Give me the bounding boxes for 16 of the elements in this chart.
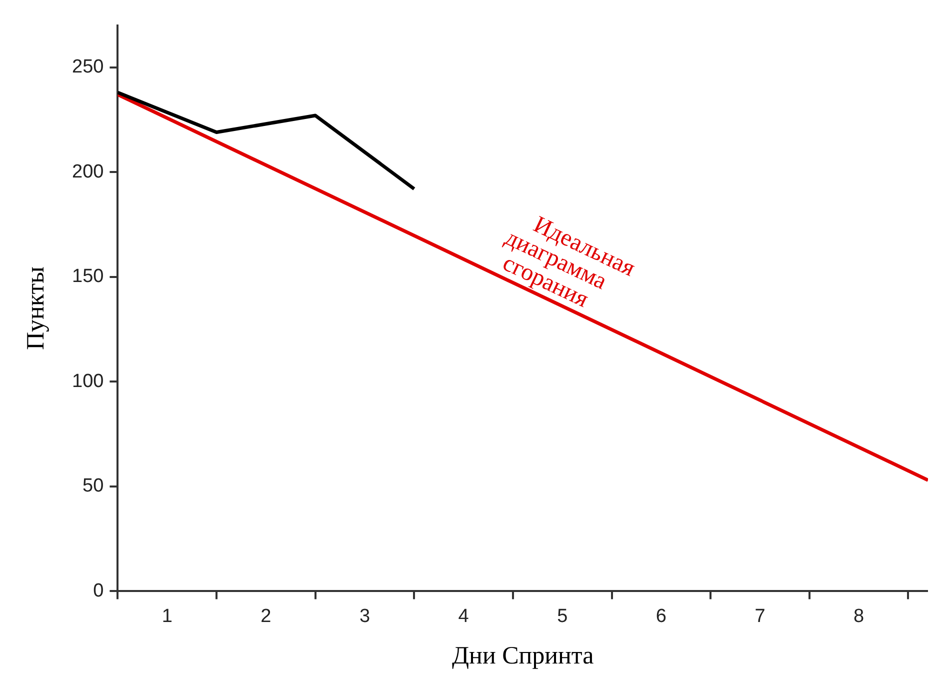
x-tick-label: 2 (260, 606, 272, 627)
x-axis-title: Дни Спринта (452, 642, 594, 670)
y-tick-label: 250 (72, 56, 104, 78)
y-tick-label: 200 (72, 161, 104, 182)
x-tick-label: 4 (458, 606, 470, 627)
y-tick-label: 50 (82, 476, 104, 497)
y-tick-label: 0 (93, 580, 104, 602)
y-tick-label: 150 (72, 266, 104, 288)
x-tick-label: 3 (359, 606, 370, 627)
x-tick-label: 1 (162, 606, 172, 627)
x-tick-label: 7 (754, 606, 766, 627)
x-tick-label: 5 (557, 606, 568, 627)
y-axis-title: Пункты (22, 266, 50, 350)
y-tick-label: 100 (72, 370, 104, 392)
x-tick-label: 8 (854, 606, 864, 627)
x-tick-label: 6 (656, 606, 666, 627)
